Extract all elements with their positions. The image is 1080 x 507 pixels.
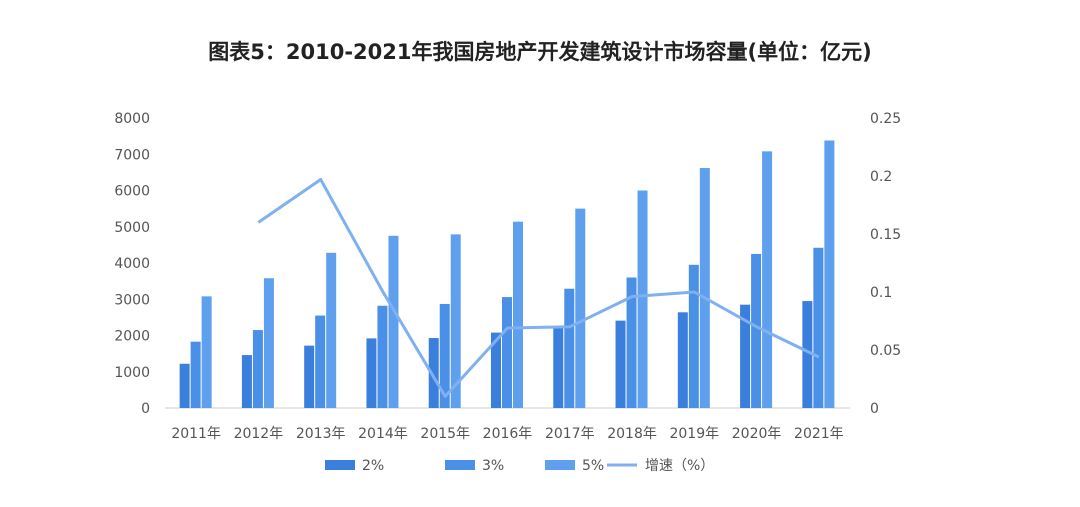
legend-label: 2% bbox=[362, 458, 384, 474]
y-left-tick-label: 8000 bbox=[114, 111, 150, 127]
bar-5pct-2018年 bbox=[637, 190, 648, 408]
bar-5pct-2015年 bbox=[450, 234, 461, 408]
y-left-tick-label: 1000 bbox=[114, 365, 150, 381]
bar-2pct-2017年 bbox=[553, 327, 564, 408]
x-tick-label: 2016年 bbox=[483, 426, 533, 442]
bar-2pct-2015年 bbox=[428, 338, 439, 408]
bar-2pct-2012年 bbox=[241, 355, 252, 408]
chart-title: 图表5：2010-2021年我国房地产开发建筑设计市场容量(单位：亿元) bbox=[208, 40, 872, 64]
y-left-tick-label: 5000 bbox=[114, 220, 150, 236]
bar-3pct-2011年 bbox=[190, 341, 201, 408]
x-tick-label: 2012年 bbox=[234, 426, 284, 442]
y-left-tick-label: 3000 bbox=[114, 292, 150, 308]
bar-2pct-2013年 bbox=[304, 345, 315, 408]
y-left-tick-label: 6000 bbox=[114, 184, 150, 200]
bar-2pct-2016年 bbox=[491, 332, 501, 408]
bar-5pct-2012年 bbox=[263, 278, 274, 408]
x-tick-label: 2011年 bbox=[171, 426, 221, 442]
bar-2pct-2020年 bbox=[740, 304, 751, 408]
x-tick-label: 2021年 bbox=[794, 426, 844, 442]
x-tick-label: 2018年 bbox=[607, 426, 657, 442]
y-right-tick-label: 0 bbox=[870, 401, 879, 417]
x-tick-label: 2015年 bbox=[420, 426, 470, 442]
bar-3pct-2012年 bbox=[252, 330, 263, 408]
legend-label: 增速（%） bbox=[645, 458, 714, 474]
legend-swatch-3pct bbox=[445, 460, 475, 470]
legend-label: 5% bbox=[582, 458, 604, 474]
bar-5pct-2013年 bbox=[326, 252, 337, 408]
bar-5pct-2017年 bbox=[575, 208, 586, 408]
bar-3pct-2017年 bbox=[564, 288, 575, 408]
bar-5pct-2016年 bbox=[513, 221, 523, 408]
bar-3pct-2016年 bbox=[502, 297, 512, 408]
bar-5pct-2011年 bbox=[201, 296, 212, 408]
bar-2pct-2011年 bbox=[179, 363, 190, 408]
bar-3pct-2015年 bbox=[439, 303, 450, 408]
bar-2pct-2014年 bbox=[366, 338, 377, 408]
bar-3pct-2018年 bbox=[626, 277, 637, 408]
bar-3pct-2021年 bbox=[813, 247, 824, 408]
y-right-tick-label: 0.05 bbox=[870, 343, 901, 359]
y-right-tick-label: 0.25 bbox=[870, 111, 901, 127]
bar-3pct-2013年 bbox=[315, 315, 326, 408]
y-left-tick-label: 0 bbox=[141, 401, 150, 417]
x-tick-label: 2019年 bbox=[669, 426, 719, 442]
bar-2pct-2018年 bbox=[615, 320, 626, 408]
growth-line bbox=[257, 178, 820, 398]
x-tick-label: 2014年 bbox=[358, 426, 408, 442]
legend-swatch-2pct bbox=[325, 460, 355, 470]
x-tick-label: 2020年 bbox=[732, 426, 782, 442]
x-tick-label: 2013年 bbox=[296, 426, 346, 442]
bar-5pct-2021年 bbox=[824, 140, 835, 408]
bar-5pct-2014年 bbox=[388, 235, 399, 408]
y-left-tick-label: 4000 bbox=[114, 256, 150, 272]
y-right-tick-label: 0.1 bbox=[870, 285, 892, 301]
y-left-tick-label: 7000 bbox=[114, 147, 150, 163]
bar-3pct-2014年 bbox=[377, 305, 388, 408]
bar-5pct-2020年 bbox=[762, 151, 773, 408]
y-right-tick-label: 0.15 bbox=[870, 227, 901, 243]
y-right-tick-label: 0.2 bbox=[870, 169, 892, 185]
bar-2pct-2021年 bbox=[802, 301, 813, 408]
y-left-tick-label: 2000 bbox=[114, 329, 150, 345]
legend-label: 3% bbox=[482, 458, 504, 474]
bar-3pct-2020年 bbox=[751, 253, 762, 408]
bar-3pct-2019年 bbox=[688, 264, 699, 408]
bar-2pct-2019年 bbox=[677, 312, 688, 408]
bar-5pct-2019年 bbox=[699, 168, 710, 408]
x-tick-label: 2017年 bbox=[545, 426, 595, 442]
legend-swatch-5pct bbox=[545, 460, 575, 470]
